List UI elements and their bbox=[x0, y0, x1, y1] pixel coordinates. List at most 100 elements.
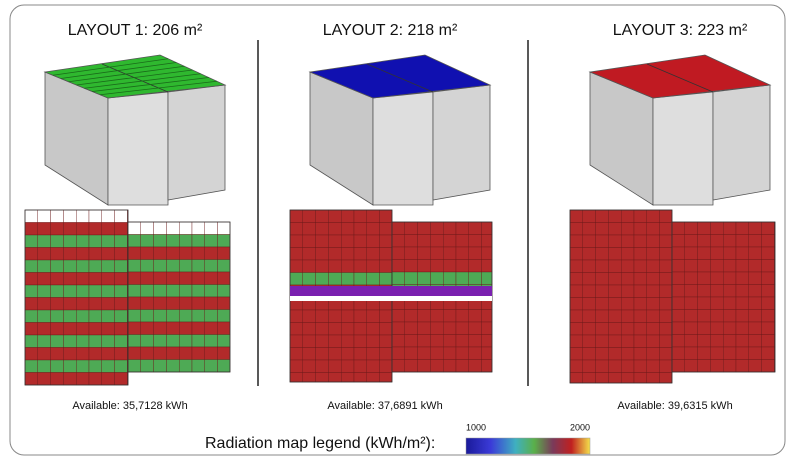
heatmap-cell bbox=[354, 273, 367, 286]
heatmap-cell bbox=[128, 360, 141, 373]
heatmap-cell bbox=[660, 285, 672, 298]
heatmap-cell bbox=[341, 210, 354, 223]
heatmap-cell bbox=[405, 222, 418, 235]
heatmap-cell bbox=[749, 285, 762, 298]
heatmap-cell bbox=[38, 335, 51, 348]
heatmap-cell bbox=[341, 373, 354, 383]
heatmap-cell bbox=[647, 348, 660, 361]
heatmap-cell bbox=[698, 222, 711, 235]
heatmap-cell bbox=[102, 223, 115, 236]
heatmap-cell bbox=[179, 260, 192, 273]
heatmap-cell bbox=[89, 248, 102, 261]
heatmap-cell bbox=[392, 335, 405, 348]
heatmap-cell bbox=[583, 298, 596, 311]
heatmap-cell bbox=[354, 248, 367, 261]
heatmap-cell bbox=[51, 348, 64, 361]
heatmap-cell bbox=[570, 335, 583, 348]
heatmap-cell bbox=[166, 235, 179, 248]
heatmap-cell bbox=[405, 347, 418, 360]
heatmap-cell bbox=[456, 322, 469, 335]
heatmap-cell bbox=[482, 335, 492, 348]
heatmap-cell bbox=[303, 360, 316, 373]
heatmap-cell bbox=[660, 235, 672, 248]
heatmap-cell bbox=[192, 222, 205, 235]
heatmap-cell bbox=[647, 235, 660, 248]
heatmap-cell bbox=[723, 285, 736, 298]
heatmap-cell bbox=[634, 235, 647, 248]
heatmap-cell bbox=[482, 235, 492, 248]
heatmap-cell bbox=[316, 310, 329, 323]
heatmap-cell bbox=[443, 222, 456, 235]
heatmap-cell bbox=[367, 273, 380, 286]
heatmap-cell bbox=[583, 260, 596, 273]
heatmap-cell bbox=[102, 210, 115, 223]
heatmap-cell bbox=[63, 298, 76, 311]
heatmap-cell bbox=[723, 347, 736, 360]
heatmap-cell bbox=[430, 347, 443, 360]
heatmap-cell bbox=[141, 347, 154, 360]
heatmap-cell bbox=[762, 310, 775, 323]
heatmap-cell bbox=[38, 210, 51, 223]
heatmap-cell bbox=[456, 335, 469, 348]
heatmap-cell bbox=[179, 272, 192, 285]
heatmap-cell bbox=[218, 360, 230, 373]
heatmap-cell bbox=[205, 235, 218, 248]
heatmap-cell bbox=[608, 223, 621, 236]
heatmap-cell bbox=[316, 360, 329, 373]
heatmap-cell bbox=[672, 297, 685, 310]
heatmap-cell bbox=[380, 373, 392, 383]
heatmap-cell bbox=[76, 373, 89, 386]
heatmap-cell bbox=[192, 310, 205, 323]
heatmap-cell bbox=[469, 272, 482, 285]
heatmap-cell bbox=[647, 223, 660, 236]
heatmap-cell bbox=[583, 223, 596, 236]
heatmap-cell bbox=[596, 348, 609, 361]
heatmap-cell bbox=[469, 310, 482, 323]
heatmap-cell bbox=[76, 323, 89, 336]
heatmap-cell bbox=[166, 222, 179, 235]
heatmap-cell bbox=[115, 335, 128, 348]
heatmap-cell bbox=[710, 235, 723, 248]
heatmap-cell bbox=[128, 335, 141, 348]
heatmap-cell bbox=[154, 297, 167, 310]
heatmap-cell bbox=[76, 335, 89, 348]
heatmap-cell bbox=[647, 323, 660, 336]
heatmap-cell bbox=[456, 360, 469, 373]
heatmap-cell bbox=[762, 272, 775, 285]
heatmap-cell bbox=[583, 210, 596, 223]
heatmap-cell bbox=[51, 260, 64, 273]
heatmap-cell bbox=[596, 210, 609, 223]
heatmap-cell bbox=[192, 360, 205, 373]
heatmap-cell bbox=[367, 210, 380, 223]
heatmap-cell bbox=[570, 273, 583, 286]
heatmap-cell bbox=[456, 222, 469, 235]
heatmap-cell bbox=[154, 260, 167, 273]
heatmap-cell bbox=[621, 348, 634, 361]
heatmap-cell bbox=[303, 260, 316, 273]
heatmap-cell bbox=[583, 248, 596, 261]
heatmap-cell bbox=[218, 272, 230, 285]
heatmap-cell bbox=[634, 373, 647, 384]
heatmap-cell bbox=[736, 272, 749, 285]
heatmap-cell bbox=[660, 260, 672, 273]
heatmap-cell bbox=[608, 248, 621, 261]
heatmap-cell bbox=[154, 235, 167, 248]
heatmap-cell bbox=[354, 360, 367, 373]
heatmap-cell bbox=[660, 298, 672, 311]
heatmap-cell bbox=[405, 335, 418, 348]
heatmap-cell bbox=[583, 285, 596, 298]
heatmap-cell bbox=[115, 373, 128, 386]
heatmap-cell bbox=[166, 247, 179, 260]
heatmap-cell bbox=[685, 297, 698, 310]
heatmap-cell bbox=[443, 360, 456, 373]
heatmap-cell bbox=[685, 335, 698, 348]
heatmap-cell bbox=[710, 347, 723, 360]
building-front bbox=[168, 85, 225, 200]
heatmap-cell bbox=[38, 260, 51, 273]
heatmap-cell bbox=[621, 285, 634, 298]
heatmap-cell bbox=[367, 223, 380, 236]
heatmap-cell bbox=[367, 235, 380, 248]
heatmap-cell bbox=[76, 235, 89, 248]
heatmap-cell bbox=[736, 297, 749, 310]
heatmap-cell bbox=[634, 323, 647, 336]
